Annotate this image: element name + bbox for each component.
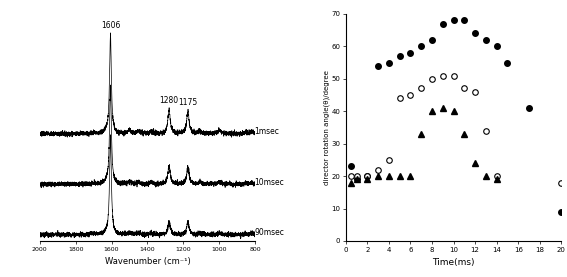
X-axis label: Wavenumber (cm⁻¹): Wavenumber (cm⁻¹) <box>104 257 191 266</box>
Text: 90msec: 90msec <box>255 228 284 237</box>
X-axis label: Time(ms): Time(ms) <box>432 258 475 267</box>
Text: 1606: 1606 <box>101 20 120 30</box>
Text: 1175: 1175 <box>178 98 197 107</box>
Text: 1280: 1280 <box>159 96 179 105</box>
Y-axis label: director rotation angle(θ)/degree: director rotation angle(θ)/degree <box>323 70 330 185</box>
Text: 10msec: 10msec <box>255 178 284 187</box>
Text: 1msec: 1msec <box>255 127 279 136</box>
